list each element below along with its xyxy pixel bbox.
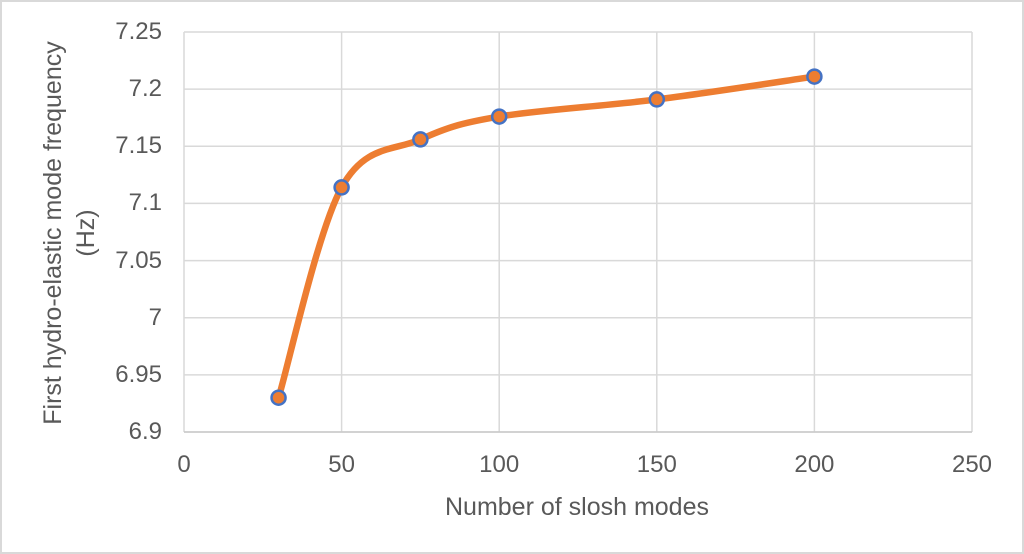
x-tick-label: 250 xyxy=(951,451,993,478)
y-tick-label: 6.9 xyxy=(128,418,162,445)
data-point-marker xyxy=(806,68,823,85)
x-tick-label: 200 xyxy=(794,451,835,478)
x-tick-label: 100 xyxy=(479,451,520,478)
data-point-marker xyxy=(490,108,508,125)
x-tick-label: 150 xyxy=(636,451,677,478)
x-tick-label: 0 xyxy=(177,451,191,478)
y-axis-title-line1: First hydro-elastic mode frequency xyxy=(39,41,67,425)
y-tick-label: 7.05 xyxy=(115,246,162,274)
data-point-marker xyxy=(270,389,287,406)
series-line xyxy=(275,73,818,401)
y-axis-title-line2: (Hz) xyxy=(72,209,100,257)
y-tick-label: 6.95 xyxy=(115,360,162,388)
y-tick-label: 7.25 xyxy=(115,18,162,45)
y-tick-label: 7 xyxy=(148,303,162,331)
data-point-marker xyxy=(648,91,666,108)
y-tick-label: 7.1 xyxy=(128,189,162,217)
x-tick-label: 50 xyxy=(328,451,355,478)
y-tick-label: 7.15 xyxy=(115,132,162,160)
y-axis-title: First hydro-elastic mode frequency (Hz) xyxy=(37,2,103,510)
x-axis-title: Number of slosh modes xyxy=(444,493,709,521)
data-point-marker xyxy=(412,131,429,148)
y-tick-label: 7.2 xyxy=(128,75,162,103)
data-point-marker xyxy=(333,179,350,196)
